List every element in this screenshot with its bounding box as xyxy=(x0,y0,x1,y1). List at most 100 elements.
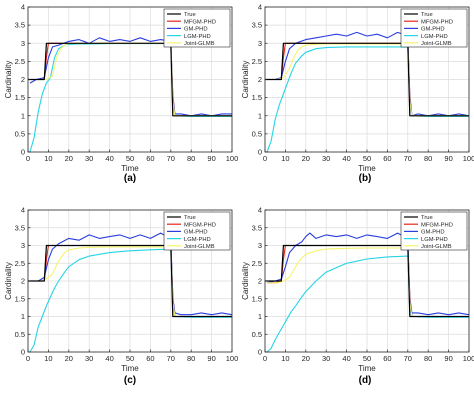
y-tick-label: 1.5 xyxy=(252,93,262,102)
x-tick-label: 60 xyxy=(383,354,391,363)
legend-entry: GM-PHD xyxy=(184,27,208,33)
x-tick-label: 0 xyxy=(26,354,30,363)
panel-caption: (c) xyxy=(124,375,136,386)
y-tick-label: 2 xyxy=(21,277,25,286)
y-tick-label: 1 xyxy=(258,111,262,120)
y-axis-label: Cardinality xyxy=(4,61,13,99)
legend-entry: True xyxy=(421,215,433,221)
y-tick-label: 2.5 xyxy=(252,57,262,66)
y-tick-label: 1.5 xyxy=(15,294,25,303)
legend-entry: GM-PHD xyxy=(184,230,208,236)
legend-entry: GM-PHD xyxy=(421,27,445,33)
x-tick-label: 90 xyxy=(444,354,452,363)
y-tick-label: 3.5 xyxy=(252,223,262,232)
y-tick-label: 4 xyxy=(258,3,262,12)
legend-entry: MFGM-PHD xyxy=(421,222,453,228)
y-tick-label: 0.5 xyxy=(252,330,262,339)
chart-panel-c: 0 10 20 30 40 50 60 70 80 90 100 0 0.5 1 1.5 2 2.5 3 3.5 4 T… xyxy=(4,206,238,386)
y-tick-label: 1 xyxy=(21,111,25,120)
x-tick-label: 0 xyxy=(263,154,267,163)
legend-entry: True xyxy=(184,12,196,18)
y-axis-label: Cardinality xyxy=(4,262,13,300)
legend-entry: MFGM-PHD xyxy=(184,222,216,228)
legend-entry: True xyxy=(421,12,433,18)
chart-panel-d: 0 10 20 30 40 50 60 70 80 90 100 0 0.5 1 1.5 2 2.5 3 3.5 4 T… xyxy=(241,206,474,386)
x-tick-label: 30 xyxy=(322,354,330,363)
x-tick-label: 0 xyxy=(263,354,267,363)
series-line-true xyxy=(28,42,232,117)
x-tick-label: 90 xyxy=(207,154,215,163)
y-tick-label: 4 xyxy=(21,206,25,215)
x-tick-label: 90 xyxy=(444,154,452,163)
y-tick-label: 1.5 xyxy=(15,93,25,102)
x-tick-label: 30 xyxy=(85,154,93,163)
x-tick-label: 70 xyxy=(404,354,412,363)
panel-caption: (b) xyxy=(359,173,372,184)
legend-entry: Joint-GLMB xyxy=(421,41,452,47)
series-line-true xyxy=(265,42,469,117)
x-tick-label: 80 xyxy=(187,154,195,163)
panel-caption: (d) xyxy=(359,375,372,386)
x-tick-label: 10 xyxy=(44,354,52,363)
y-tick-label: 3 xyxy=(258,39,262,48)
legend-entry: LGM-PHD xyxy=(421,237,448,243)
x-axis-label: Time xyxy=(121,164,139,173)
x-axis-label: Time xyxy=(358,364,376,373)
y-tick-label: 2.5 xyxy=(15,259,25,268)
y-tick-label: 3.5 xyxy=(15,21,25,30)
y-axis-label: Cardinality xyxy=(241,262,250,300)
y-tick-label: 0 xyxy=(258,148,262,157)
x-tick-label: 40 xyxy=(342,154,350,163)
y-tick-label: 2 xyxy=(21,75,25,84)
y-tick-label: 0 xyxy=(21,148,25,157)
y-tick-label: 2 xyxy=(258,75,262,84)
y-tick-label: 2.5 xyxy=(252,259,262,268)
x-tick-label: 50 xyxy=(363,154,371,163)
legend-entry: LGM-PHD xyxy=(184,34,211,40)
y-tick-label: 0 xyxy=(21,348,25,357)
y-tick-label: 1.5 xyxy=(252,294,262,303)
chart-panel-b: 0 10 20 30 40 50 60 70 80 90 100 0 0.5 1 1.5 2 2.5 3 3.5 4 T… xyxy=(241,3,474,184)
x-tick-label: 70 xyxy=(404,154,412,163)
x-tick-label: 60 xyxy=(146,354,154,363)
x-tick-label: 80 xyxy=(424,354,432,363)
x-tick-label: 100 xyxy=(463,354,474,363)
y-tick-label: 0 xyxy=(258,348,262,357)
y-tick-label: 0.5 xyxy=(15,129,25,138)
y-tick-label: 0.5 xyxy=(15,330,25,339)
x-tick-label: 100 xyxy=(226,154,239,163)
y-tick-label: 2.5 xyxy=(15,57,25,66)
x-tick-label: 10 xyxy=(281,354,289,363)
y-tick-label: 1 xyxy=(21,312,25,321)
x-tick-label: 40 xyxy=(342,354,350,363)
legend-entry: MFGM-PHD xyxy=(421,19,453,25)
series-line-true xyxy=(28,244,232,318)
x-tick-label: 90 xyxy=(207,354,215,363)
x-tick-label: 30 xyxy=(85,354,93,363)
x-tick-label: 50 xyxy=(363,354,371,363)
legend-entry: LGM-PHD xyxy=(421,34,448,40)
legend-entry: LGM-PHD xyxy=(184,237,211,243)
y-tick-label: 3 xyxy=(21,241,25,250)
x-tick-label: 100 xyxy=(226,354,239,363)
series-line-gm-phd xyxy=(266,232,470,316)
x-tick-label: 40 xyxy=(105,354,113,363)
x-tick-label: 20 xyxy=(302,354,310,363)
x-axis-label: Time xyxy=(358,164,376,173)
chart-panel-a: 0 10 20 30 40 50 60 70 80 90 100 0 0.5 1 1.5 2 2.5 3 3.5 4 T… xyxy=(4,3,238,184)
x-tick-label: 70 xyxy=(167,154,175,163)
x-tick-label: 50 xyxy=(126,154,134,163)
x-tick-label: 20 xyxy=(65,354,73,363)
legend-entry: Joint-GLMB xyxy=(184,41,215,47)
x-tick-label: 100 xyxy=(463,154,474,163)
x-tick-label: 40 xyxy=(105,154,113,163)
x-tick-label: 70 xyxy=(167,354,175,363)
legend-entry: Joint-GLMB xyxy=(421,244,452,250)
x-tick-label: 30 xyxy=(322,154,330,163)
